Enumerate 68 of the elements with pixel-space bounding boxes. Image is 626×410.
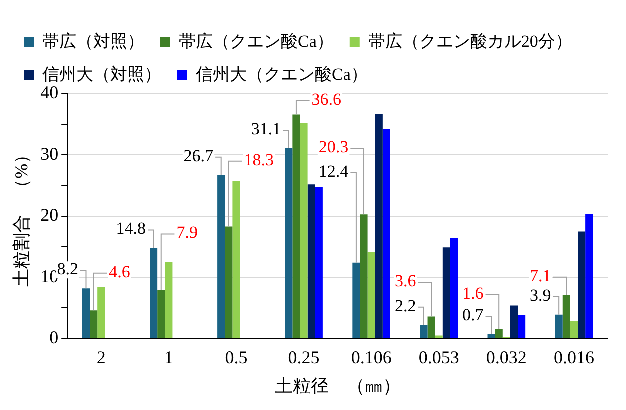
bar xyxy=(352,262,360,338)
bar xyxy=(578,232,586,338)
data-label: 0.7 xyxy=(462,305,484,324)
bar xyxy=(428,316,436,338)
bar xyxy=(150,248,158,338)
bar xyxy=(450,238,458,338)
bar xyxy=(300,123,308,338)
x-tick-label: 2 xyxy=(96,347,106,368)
legend-label: 帯広（クエン酸カル20分） xyxy=(368,32,572,51)
bar xyxy=(90,310,98,338)
bar xyxy=(285,148,293,338)
data-label: 8.2 xyxy=(57,260,78,279)
data-label: 36.6 xyxy=(312,90,342,109)
x-tick-label: 0.016 xyxy=(554,347,594,368)
y-tick-label: 30 xyxy=(40,144,59,164)
data-label: 2.2 xyxy=(394,296,416,316)
bar xyxy=(98,287,106,338)
bar xyxy=(420,325,428,338)
x-tick-label: 0.053 xyxy=(418,347,460,368)
bar xyxy=(518,316,526,338)
bar xyxy=(586,214,594,338)
bar xyxy=(442,248,450,338)
bar xyxy=(562,295,570,338)
data-label: 3.9 xyxy=(530,286,552,305)
bar xyxy=(360,214,368,338)
data-label: 7.9 xyxy=(176,223,198,242)
data-label: 12.4 xyxy=(318,162,350,181)
bar xyxy=(225,226,233,338)
data-label: 20.3 xyxy=(318,138,349,157)
x-tick-label: 0.106 xyxy=(351,347,392,368)
bar xyxy=(292,114,300,338)
legend-label: 帯広（対照） xyxy=(42,32,144,51)
data-label: 31.1 xyxy=(251,119,282,138)
bar xyxy=(375,114,383,338)
bar xyxy=(158,290,166,338)
x-tick-label: 0.25 xyxy=(288,347,320,368)
y-tick-label: 40 xyxy=(40,82,59,103)
x-tick-label: 0.5 xyxy=(225,347,248,368)
bar xyxy=(570,321,578,338)
x-tick-label: 1 xyxy=(164,347,174,368)
data-label: 18.3 xyxy=(244,150,274,170)
data-label: 3.6 xyxy=(394,272,416,291)
y-tick-label: 0 xyxy=(50,328,59,348)
x-tick-label: 0.032 xyxy=(486,347,527,368)
bar xyxy=(382,129,390,338)
bar xyxy=(495,329,503,338)
bar xyxy=(218,175,226,338)
bar xyxy=(165,262,173,338)
bar xyxy=(308,184,316,338)
bar xyxy=(368,252,376,338)
legend-label: 信州大（クエン酸Ca） xyxy=(196,64,368,84)
bar xyxy=(510,306,518,338)
data-label: 1.6 xyxy=(462,284,484,303)
data-label: 4.6 xyxy=(109,262,130,282)
bar xyxy=(488,334,496,338)
bar xyxy=(555,314,563,338)
x-axis-title: 土粒径 （㎜） xyxy=(274,376,401,396)
legend-label: 帯広（クエン酸Ca） xyxy=(179,32,334,51)
y-axis-title: 土粒割合 （%） xyxy=(12,146,32,287)
data-label: 7.1 xyxy=(530,266,552,286)
bar xyxy=(315,187,323,338)
bar xyxy=(435,336,443,338)
bar xyxy=(232,182,240,338)
bar xyxy=(82,288,90,338)
legend-label: 信州大（対照） xyxy=(42,64,162,84)
data-label: 14.8 xyxy=(116,219,146,238)
y-tick-label: 20 xyxy=(40,205,59,226)
data-label: 26.7 xyxy=(184,146,214,166)
